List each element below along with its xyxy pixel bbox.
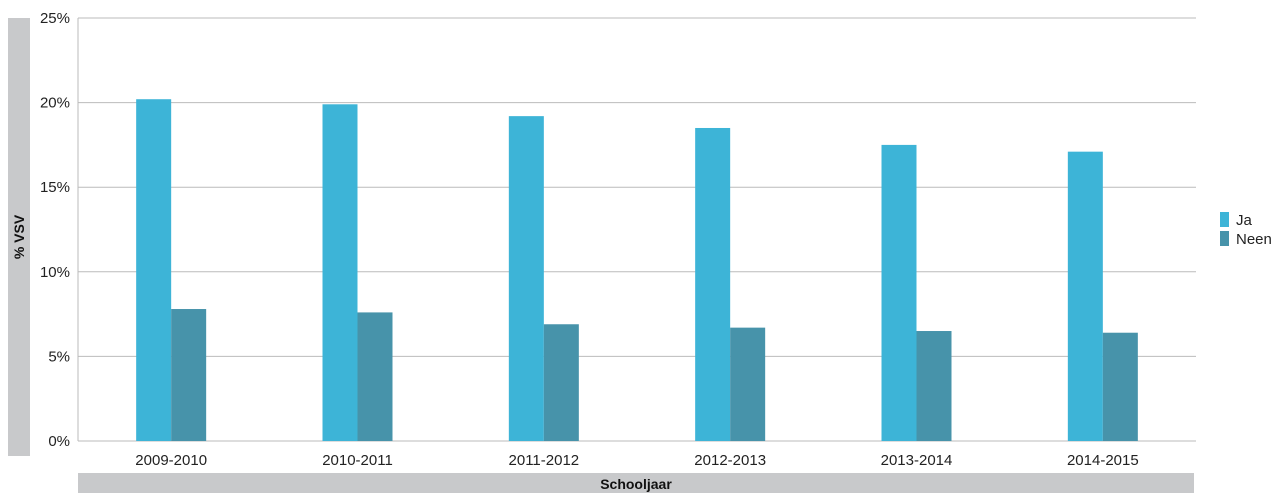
y-tick-label: 10% bbox=[40, 264, 70, 281]
gridlines bbox=[78, 17, 1196, 442]
x-tick-labels: 2009-2010 2010-2011 2011-2012 2012-2013 2013… bbox=[135, 452, 1138, 469]
y-tick-label: 25% bbox=[40, 10, 70, 27]
bar-ja-2010-2011 bbox=[322, 104, 358, 442]
bar-ja-2009-2010 bbox=[136, 99, 172, 441]
y-tick-label: 15% bbox=[40, 179, 70, 196]
x-tick-label: 2012-2013 bbox=[694, 452, 766, 469]
bars bbox=[136, 99, 1138, 442]
bar-neen-2011-2012 bbox=[543, 324, 579, 441]
y-tick-label: 0% bbox=[48, 433, 70, 450]
y-axis-title-band bbox=[8, 18, 30, 456]
y-tick-label: 20% bbox=[40, 95, 70, 112]
bar-neen-2009-2010 bbox=[171, 309, 207, 441]
bar-neen-2013-2014 bbox=[916, 331, 952, 441]
x-tick-label: 2014-2015 bbox=[1067, 452, 1139, 469]
y-tick-label: 5% bbox=[48, 348, 70, 365]
bar-ja-2013-2014 bbox=[881, 144, 917, 441]
bar-neen-2010-2011 bbox=[357, 312, 393, 441]
y-axis-title: % VSV bbox=[11, 214, 27, 259]
x-tick-label: 2013-2014 bbox=[881, 452, 953, 469]
legend-label-ja: Ja bbox=[1236, 212, 1253, 229]
bar-ja-2014-2015 bbox=[1067, 151, 1103, 441]
x-axis-title-band bbox=[78, 473, 1194, 493]
legend: Ja Neen bbox=[1220, 212, 1272, 248]
x-axis-title: Schooljaar bbox=[600, 476, 672, 492]
bar-ja-2012-2013 bbox=[695, 127, 731, 441]
bar-neen-2012-2013 bbox=[730, 327, 766, 441]
x-tick-label: 2011-2012 bbox=[509, 452, 580, 469]
bar-neen-2014-2015 bbox=[1102, 332, 1138, 441]
legend-label-neen: Neen bbox=[1236, 231, 1272, 248]
legend-swatch-neen bbox=[1220, 231, 1229, 246]
bar-ja-2011-2012 bbox=[508, 116, 544, 442]
x-tick-label: 2010-2011 bbox=[322, 452, 393, 469]
legend-swatch-ja bbox=[1220, 212, 1229, 227]
y-tick-labels: 0% 5% 10% 15% 20% 25% bbox=[40, 10, 70, 450]
x-tick-label: 2009-2010 bbox=[135, 452, 207, 469]
